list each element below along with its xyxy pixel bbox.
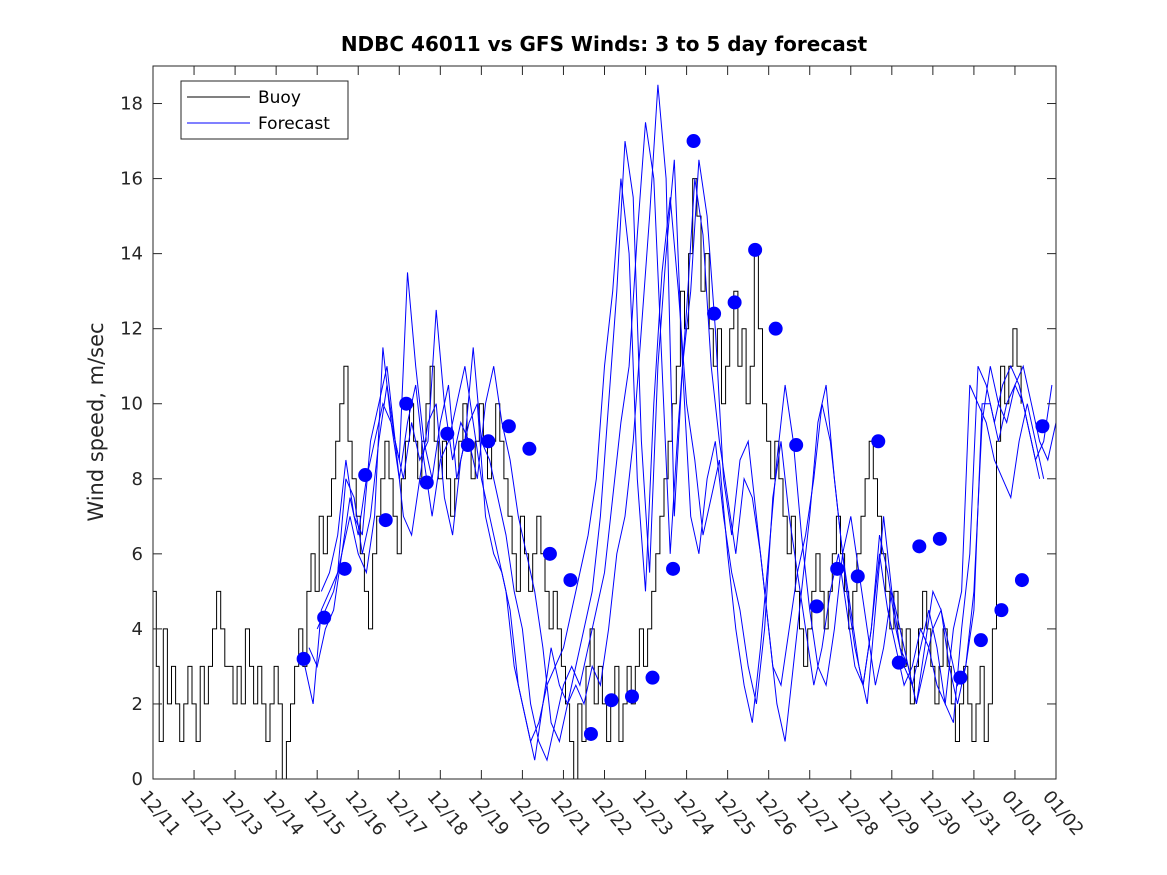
y-tick-label: 18 — [120, 94, 143, 115]
forecast-marker — [399, 396, 414, 411]
x-tick-label: 12/16 — [340, 787, 389, 840]
chart-title: NDBC 46011 vs GFS Winds: 3 to 5 day fore… — [341, 32, 868, 56]
x-tick-label: 12/24 — [669, 787, 718, 840]
forecast-marker — [727, 295, 742, 310]
y-tick-label: 16 — [120, 169, 143, 190]
y-tick-label: 4 — [132, 619, 143, 640]
forecast-marker — [707, 306, 722, 321]
forecast-marker — [481, 434, 496, 449]
forecast-series-line — [320, 141, 1045, 761]
y-tick-label: 8 — [132, 469, 143, 490]
x-tick-label: 12/21 — [546, 787, 595, 840]
x-tick-label: 12/30 — [915, 787, 964, 840]
x-tick-label: 12/18 — [422, 787, 471, 840]
forecast-marker — [419, 475, 434, 490]
legend-forecast-label: Forecast — [258, 114, 330, 134]
forecast-marker — [1014, 573, 1029, 588]
x-tick-label: 12/19 — [464, 787, 513, 840]
forecast-marker — [645, 670, 660, 685]
forecast-marker — [932, 531, 947, 546]
legend-box — [180, 80, 349, 140]
x-tick-label: 12/23 — [628, 787, 677, 840]
forecast-marker — [871, 434, 886, 449]
x-tick-label: 12/28 — [833, 787, 882, 840]
forecast-marker — [830, 561, 845, 576]
x-tick-label: 12/26 — [751, 787, 800, 840]
forecast-marker — [583, 726, 598, 741]
x-tick-label: 01/02 — [1038, 787, 1087, 840]
forecast-marker — [748, 242, 763, 257]
x-tick-label: 12/31 — [956, 787, 1005, 840]
x-tick-label: 12/14 — [258, 787, 307, 840]
x-tick-label: 12/17 — [381, 787, 430, 840]
forecast-marker — [378, 513, 393, 528]
forecast-marker — [296, 651, 311, 666]
forecast-marker — [625, 689, 640, 704]
y-tick-label: 10 — [120, 394, 143, 415]
forecast-marker — [563, 573, 578, 588]
forecast-series-line — [308, 122, 1041, 762]
forecast-series-line — [316, 178, 1056, 744]
series-layer — [153, 84, 1056, 779]
forecast-marker — [891, 655, 906, 670]
x-tick-label: 12/25 — [710, 787, 759, 840]
x-tick-label: 12/12 — [176, 787, 225, 840]
forecast-marker — [358, 468, 373, 483]
x-tick-label: 12/13 — [217, 787, 266, 840]
forecast-marker — [501, 419, 516, 434]
legend-buoy-label: Buoy — [258, 88, 301, 108]
plot-area-frame — [152, 65, 1057, 780]
y-tick-label: 0 — [132, 769, 143, 790]
legend: Buoy Forecast — [180, 80, 349, 140]
x-tick-label: 12/11 — [135, 787, 184, 840]
forecast-marker — [440, 426, 455, 441]
forecast-marker — [522, 441, 537, 456]
x-tick-label: 12/15 — [299, 787, 348, 840]
forecast-marker — [686, 134, 701, 149]
y-tick-label: 2 — [132, 694, 143, 715]
forecast-marker — [460, 438, 475, 453]
forecast-marker — [337, 561, 352, 576]
x-tick-label: 01/01 — [997, 787, 1046, 840]
x-tick-label: 12/27 — [792, 787, 841, 840]
y-axis: 0 2 4 6 8 10 12 14 16 18 — [120, 94, 1056, 790]
y-tick-label: 12 — [120, 319, 143, 340]
forecast-markers — [296, 134, 1050, 741]
forecast-series-line — [304, 84, 1053, 744]
forecast-marker — [768, 321, 783, 336]
y-tick-label: 14 — [120, 244, 143, 265]
forecast-marker — [994, 603, 1009, 618]
x-tick-label: 12/22 — [587, 787, 636, 840]
forecast-marker — [953, 670, 968, 685]
x-tick-label: 12/29 — [874, 787, 923, 840]
forecast-marker — [789, 438, 804, 453]
forecast-marker — [604, 693, 619, 708]
x-tick-label: 12/20 — [505, 787, 554, 840]
forecast-marker — [666, 561, 681, 576]
y-axis-label: Wind speed, m/sec — [84, 322, 108, 521]
forecast-marker — [1035, 419, 1050, 434]
buoy-series-line — [153, 178, 1022, 779]
y-tick-label: 6 — [132, 544, 143, 565]
forecast-marker — [542, 546, 557, 561]
forecast-marker — [850, 569, 865, 584]
forecast-marker — [317, 610, 332, 625]
x-axis: 12/1112/1212/1312/1412/1512/1612/1712/18… — [135, 66, 1088, 840]
forecast-marker — [809, 599, 824, 614]
forecast-marker — [973, 633, 988, 648]
forecast-marker — [912, 539, 927, 554]
